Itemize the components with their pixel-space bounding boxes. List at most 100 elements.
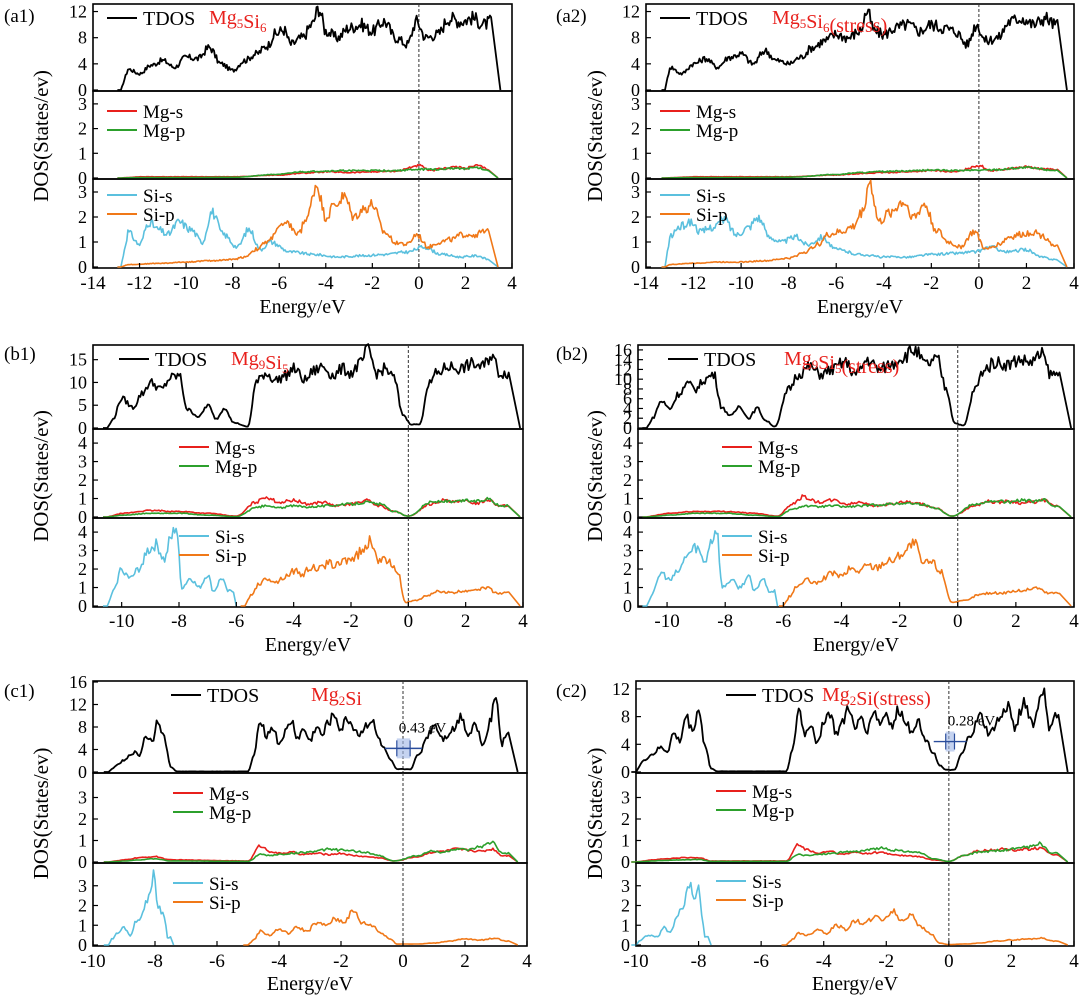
legend-item: TDOS	[660, 8, 748, 30]
subplot-tdos: 0 4 8 12 TDOS Mg5Si6	[69, 2, 513, 100]
band-gap-marker: 0.43 eV	[384, 720, 447, 759]
legend-item: Mg-p	[173, 803, 251, 824]
y-tick-label: 1	[623, 489, 632, 509]
legend-label: Mg-p	[215, 457, 257, 478]
x-tick-label: -14	[633, 273, 659, 294]
y-tick-label: 0	[78, 168, 87, 188]
y-tick-label: 3	[78, 94, 87, 114]
compound-label: Mg9Si5(stress)	[784, 348, 899, 378]
y-tick-label: 4	[78, 433, 87, 453]
y-tick-label: 6	[623, 389, 632, 409]
legend-label: TDOS	[762, 685, 814, 707]
legend-item: Si-p	[660, 205, 728, 226]
y-tick-label: 1	[78, 232, 87, 252]
band-gap-label: 0.43 eV	[399, 720, 447, 736]
x-tick-label: 2	[1011, 611, 1021, 632]
x-axis-label: Energy/eV	[813, 634, 900, 656]
legend-item: Si-s	[660, 186, 726, 207]
legend-item: TDOS	[668, 349, 756, 371]
series-line-si-p	[117, 184, 499, 268]
y-tick-label: 0	[631, 80, 640, 100]
y-tick-label: 0	[623, 596, 632, 616]
panel-label: (c2)	[556, 681, 587, 702]
series-line-si-p	[661, 179, 1068, 268]
x-tick-label: -8	[717, 611, 733, 632]
legend-item: Si-s	[179, 527, 245, 548]
y-tick-label: 12	[614, 359, 632, 379]
series-line-mg-p	[631, 841, 1069, 863]
subplot-frame	[92, 517, 524, 608]
x-tick-label: 2	[1007, 951, 1017, 972]
panel-label: (a2)	[556, 6, 587, 27]
y-axis-label: DOS(States/ev)	[29, 410, 53, 542]
x-tick-label: -12	[127, 273, 152, 294]
series-line-tdos	[631, 687, 1069, 773]
y-tick-label: 4	[631, 54, 640, 74]
y-tick-label: 3	[78, 541, 87, 561]
y-tick-label: 12	[69, 695, 87, 715]
y-tick-label: 0	[631, 257, 640, 277]
series-line-mg-p	[117, 166, 499, 179]
legend-item: Si-p	[722, 546, 790, 567]
legend-item: Mg-p	[179, 457, 257, 478]
x-tick-label: -12	[681, 273, 706, 294]
y-tick-label: 0	[78, 507, 87, 527]
legend-label: Mg-s	[758, 438, 798, 459]
x-tick-label: 2	[461, 611, 471, 632]
legend-item: Si-s	[716, 872, 782, 893]
x-tick-label: -8	[225, 273, 241, 294]
y-tick-label: 0	[78, 418, 87, 438]
y-axis-label: DOS(States/ev)	[29, 70, 53, 202]
legend-label: Mg-p	[696, 121, 738, 142]
x-tick-label: -6	[228, 611, 244, 632]
legend-label: Si-s	[143, 186, 173, 207]
y-tick-label: 0	[78, 80, 87, 100]
y-tick-label: 2	[631, 207, 640, 227]
y-tick-label: 3	[78, 182, 87, 202]
y-tick-label: 3	[78, 788, 87, 808]
y-tick-label: 3	[621, 788, 630, 808]
legend-item: Mg-s	[107, 102, 183, 123]
y-tick-label: 0	[621, 852, 630, 872]
x-tick-label: -2	[364, 273, 380, 294]
x-tick-label: 4	[518, 611, 528, 632]
x-tick-label: -10	[728, 273, 753, 294]
y-tick-label: 1	[78, 915, 87, 935]
x-tick-label: -4	[834, 611, 850, 632]
y-axis-label: DOS(States/ev)	[583, 748, 607, 880]
x-tick-label: 0	[404, 611, 414, 632]
x-tick-label: -8	[147, 951, 163, 972]
y-tick-label: 0	[621, 935, 630, 955]
legend-label: Si-s	[696, 186, 726, 207]
y-tick-label: 3	[78, 452, 87, 472]
y-tick-label: 2	[78, 119, 87, 139]
y-tick-label: 0	[78, 257, 87, 277]
y-tick-label: 0	[631, 168, 640, 188]
series-line-si-s	[642, 530, 779, 607]
x-tick-label: -8	[171, 611, 187, 632]
x-tick-label: -6	[209, 951, 225, 972]
series-line-tdos	[642, 345, 1072, 429]
x-tick-label: -8	[781, 273, 797, 294]
legend-item: Si-p	[173, 893, 241, 914]
legend-label: Si-s	[215, 527, 245, 548]
series-line-mg-s	[103, 496, 521, 518]
y-tick-label: 3	[623, 452, 632, 472]
y-tick-label: 1	[621, 831, 630, 851]
y-tick-label: 8	[623, 379, 632, 399]
series-line-si-s	[103, 526, 238, 607]
y-tick-label: 8	[78, 28, 87, 48]
legend-item: Mg-p	[722, 457, 800, 478]
legend-label: Si-p	[209, 893, 241, 914]
compound-label: Mg2Si	[311, 684, 362, 710]
y-tick-label: 2	[78, 809, 87, 829]
y-tick-label: 8	[621, 707, 630, 727]
